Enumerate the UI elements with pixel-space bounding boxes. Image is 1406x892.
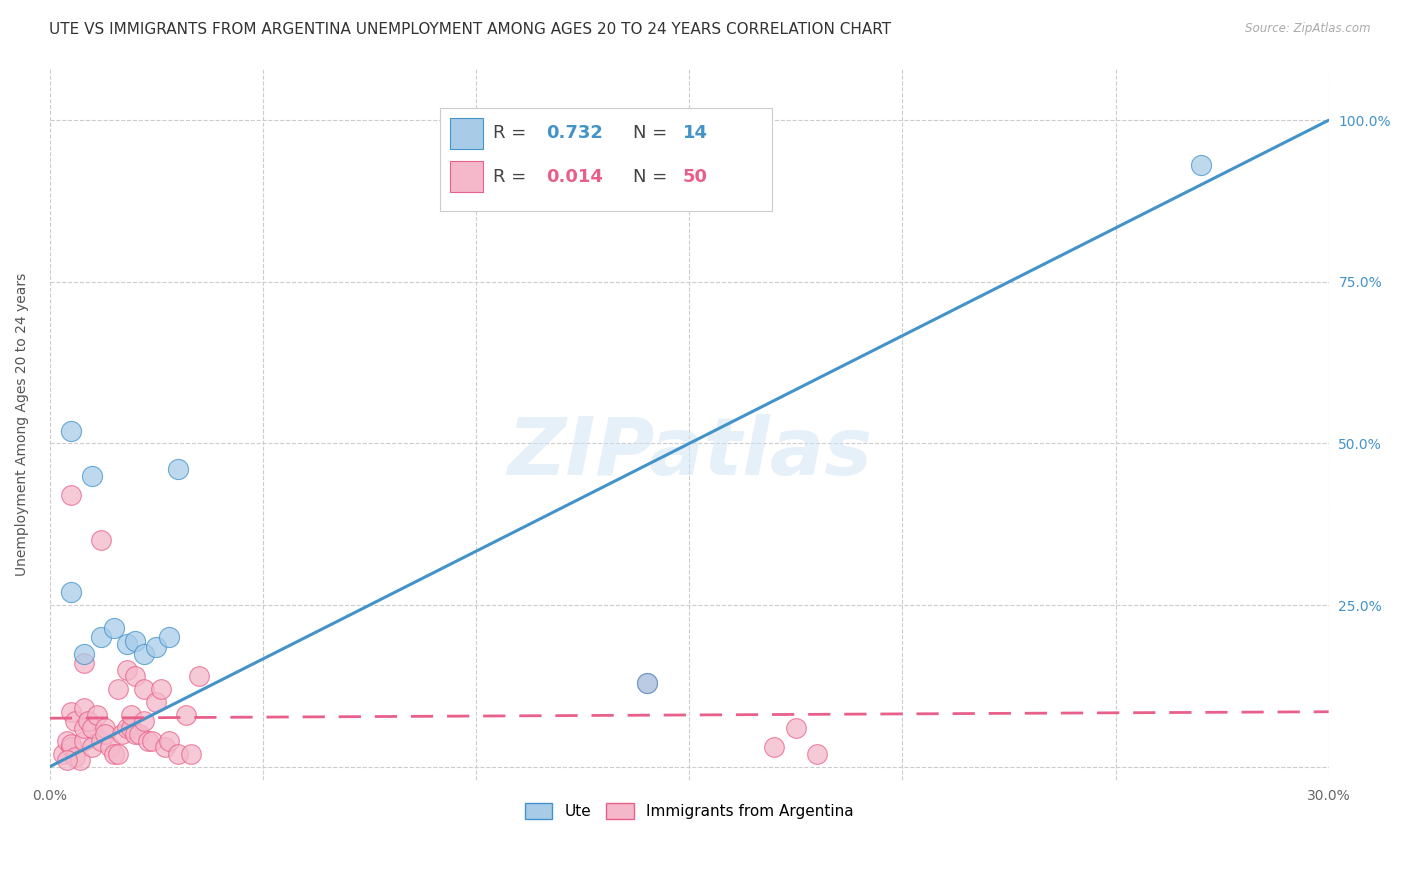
Point [60,705,83,719]
Point [94,727,117,741]
Text: UTE VS IMMIGRANTS FROM ARGENTINA UNEMPLOYMENT AMONG AGES 20 TO 24 YEARS CORRELAT: UTE VS IMMIGRANTS FROM ARGENTINA UNEMPLO… [49,22,891,37]
Point [73,657,96,671]
Point [73,647,96,661]
Point [174,708,197,723]
Point [73,701,96,715]
Point [166,462,188,476]
Point [188,669,211,683]
Point [806,747,828,761]
Point [124,633,146,648]
Point [166,747,188,761]
Point [124,727,146,741]
Point [82,721,104,735]
Point [65,750,87,764]
Point [69,753,91,767]
Point [124,669,146,683]
Point [145,640,167,654]
Point [179,747,201,761]
Point [90,734,112,748]
Point [60,585,83,599]
Point [763,740,786,755]
Point [115,663,138,677]
Legend: Ute, Immigrants from Argentina: Ute, Immigrants from Argentina [519,797,860,825]
Point [153,740,176,755]
Point [60,424,83,438]
Point [103,747,125,761]
Point [132,647,155,661]
Point [115,721,138,735]
Point [98,740,121,755]
Point [111,727,134,741]
Point [120,708,142,723]
Text: Source: ZipAtlas.com: Source: ZipAtlas.com [1246,22,1371,36]
Point [141,734,163,748]
Point [56,753,79,767]
Point [73,721,96,735]
Text: ZIPatlas: ZIPatlas [506,414,872,491]
Point [636,675,658,690]
Point [94,721,117,735]
Point [785,721,807,735]
Point [157,631,180,645]
Point [115,637,138,651]
Point [132,714,155,729]
Point [145,695,167,709]
Point [103,621,125,635]
Point [107,682,129,697]
Point [60,488,83,502]
Point [120,721,142,735]
Point [107,747,129,761]
Point [136,734,159,748]
Point [73,734,96,748]
Point [157,734,180,748]
Point [1189,159,1212,173]
Point [82,740,104,755]
Point [636,675,658,690]
Point [128,727,150,741]
Point [77,714,100,729]
Point [60,737,83,751]
Point [65,714,87,729]
Point [132,682,155,697]
Point [149,682,172,697]
Point [56,734,79,748]
Y-axis label: Unemployment Among Ages 20 to 24 years: Unemployment Among Ages 20 to 24 years [15,272,30,575]
Point [90,533,112,548]
Point [86,708,108,723]
Point [52,747,75,761]
Point [82,468,104,483]
Point [60,740,83,755]
Point [90,631,112,645]
